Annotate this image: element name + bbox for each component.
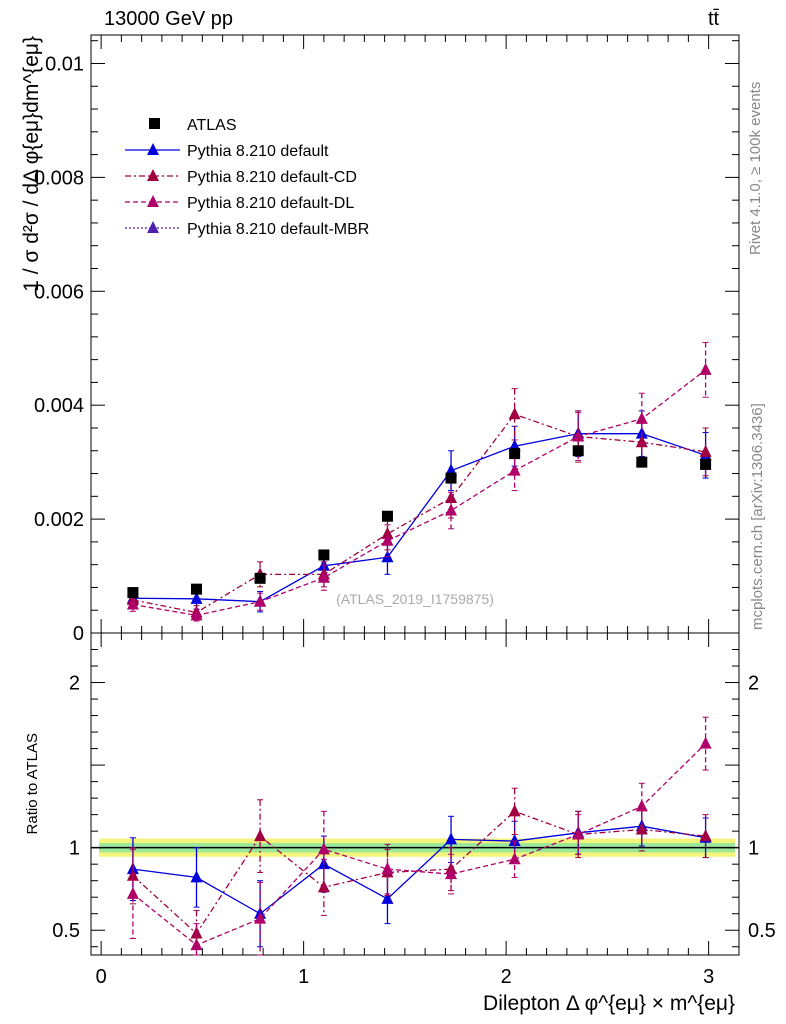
ratio-point — [381, 862, 394, 875]
data-point — [127, 587, 139, 599]
legend-label: Pythia 8.210 default — [187, 143, 329, 160]
ratio-point — [508, 804, 521, 817]
series-point — [635, 411, 648, 424]
data-point — [700, 458, 712, 470]
series-point — [699, 362, 712, 375]
ratio-point — [445, 867, 458, 880]
ratio-point — [381, 891, 394, 904]
series-point — [445, 503, 458, 516]
ratio-point — [254, 829, 267, 842]
data-point — [318, 549, 330, 561]
legend-marker — [147, 143, 159, 155]
series-line-3 — [132, 369, 706, 617]
ratio-point — [317, 842, 330, 855]
ratio-point — [635, 799, 648, 812]
data-point — [509, 448, 521, 460]
series-point — [699, 444, 712, 457]
ratio-tick-label-right: 0.5 — [748, 920, 776, 942]
ratio-point — [699, 736, 712, 749]
series-point — [190, 608, 203, 621]
series-point — [381, 533, 394, 546]
series-point — [508, 463, 521, 476]
y-tick-label: 0.01 — [45, 53, 84, 75]
series-point — [317, 570, 330, 583]
ratio-point — [699, 829, 712, 842]
legend-label: Pythia 8.210 default-DL — [187, 195, 354, 212]
ratio-tick-label: 1 — [69, 838, 80, 860]
legend-label: ATLAS — [187, 117, 237, 134]
x-axis-label: Dilepton Δ φ^{eμ} × m^{eμ} — [483, 992, 735, 1015]
series-point — [254, 594, 267, 607]
y-tick-label: 0.004 — [34, 395, 84, 417]
ratio-point — [190, 870, 203, 883]
y-tick-label: 0.008 — [34, 167, 84, 189]
series-line-2 — [132, 413, 706, 614]
x-tick-label: 2 — [501, 966, 512, 988]
series-point — [190, 591, 203, 604]
ratio-line-3 — [132, 743, 707, 946]
data-point — [254, 572, 266, 584]
ratio-point — [508, 852, 521, 865]
legend-marker — [147, 221, 159, 233]
data-point — [381, 510, 393, 522]
legend-label: Pythia 8.210 default-MBR — [187, 221, 369, 238]
x-tick-label: 0 — [96, 966, 107, 988]
y-tick-label: 0.002 — [34, 509, 84, 531]
legend-marker-data — [149, 118, 160, 129]
ratio-plot-frame — [90, 632, 740, 956]
y-tick-label: 0 — [73, 623, 84, 645]
ratio-tick-label: 0.5 — [52, 920, 80, 942]
y-axis-label: 1 / σ d²σ / dΔ φ{eμ}dm^{eμ} — [20, 36, 43, 292]
ratio-point — [445, 832, 458, 845]
ratio-point — [254, 911, 267, 924]
legend-label: Pythia 8.210 default-CD — [187, 169, 357, 186]
series-line-1 — [132, 433, 706, 603]
y-tick-label: 0.006 — [34, 281, 84, 303]
x-tick-label: 3 — [703, 966, 714, 988]
data-point — [636, 456, 648, 468]
ratio-point — [635, 822, 648, 835]
ratio-point — [572, 827, 585, 840]
ratio-point — [190, 938, 203, 951]
ratio-line-1 — [132, 825, 706, 915]
process-label: tt̄ — [708, 8, 720, 30]
series-point — [126, 597, 139, 610]
ratio-point — [508, 834, 521, 847]
x-tick-label: 1 — [298, 966, 309, 988]
series-point — [572, 429, 585, 442]
analysis-watermark: (ATLAS_2019_I1759875) — [336, 591, 494, 607]
ratio-tick-label: 2 — [69, 673, 80, 695]
data-point — [191, 583, 203, 595]
legend-marker — [147, 195, 159, 207]
data-point — [445, 472, 457, 484]
series-point — [508, 407, 521, 420]
ratio-y-axis-label: Ratio to ATLAS — [24, 733, 41, 834]
ratio-tick-label-right: 2 — [748, 673, 759, 695]
data-point — [572, 445, 584, 457]
ratio-tick-label-right: 1 — [748, 838, 759, 860]
ratio-line-2 — [132, 810, 706, 935]
ratio-point — [126, 886, 139, 899]
energy-label: 13000 GeV pp — [104, 8, 233, 30]
legend-marker — [147, 169, 159, 181]
